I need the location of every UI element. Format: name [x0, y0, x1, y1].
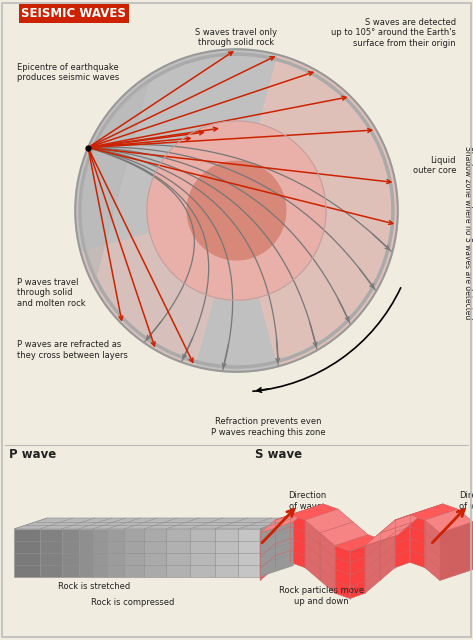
Polygon shape [290, 504, 338, 520]
Polygon shape [365, 533, 380, 593]
Polygon shape [82, 84, 148, 276]
Polygon shape [335, 535, 383, 551]
Polygon shape [320, 522, 368, 546]
Polygon shape [395, 515, 410, 568]
Text: Epicentre of earthquake
produces seismic waves: Epicentre of earthquake produces seismic… [17, 63, 119, 82]
Polygon shape [380, 520, 395, 580]
Text: SEISMIC WAVES: SEISMIC WAVES [21, 6, 126, 20]
Text: Rock is stretched: Rock is stretched [59, 582, 131, 591]
Polygon shape [410, 504, 458, 520]
Polygon shape [215, 529, 238, 577]
Polygon shape [144, 529, 166, 577]
Polygon shape [380, 509, 428, 533]
Polygon shape [260, 518, 293, 577]
Circle shape [75, 49, 398, 372]
Text: P waves travel
through solid
and molten rock: P waves travel through solid and molten … [17, 278, 86, 308]
Text: P waves are refracted as
they cross between layers: P waves are refracted as they cross betw… [17, 340, 128, 360]
Circle shape [187, 161, 286, 260]
Polygon shape [260, 520, 275, 580]
Text: Liquid
outer core: Liquid outer core [412, 156, 456, 175]
Polygon shape [14, 518, 293, 529]
Polygon shape [320, 533, 335, 593]
Text: S wave: S wave [255, 447, 303, 461]
Polygon shape [79, 529, 93, 577]
Polygon shape [410, 515, 425, 568]
Polygon shape [440, 522, 473, 580]
Text: Direction
of wave: Direction of wave [459, 492, 473, 511]
Polygon shape [107, 529, 124, 577]
Polygon shape [425, 520, 440, 580]
Polygon shape [238, 529, 260, 577]
Polygon shape [365, 522, 413, 546]
Polygon shape [335, 546, 350, 598]
Text: Rock is compressed: Rock is compressed [91, 598, 174, 607]
Polygon shape [290, 515, 305, 568]
Polygon shape [305, 520, 320, 580]
Polygon shape [124, 529, 144, 577]
Polygon shape [275, 515, 290, 568]
Polygon shape [275, 504, 323, 520]
Wedge shape [81, 211, 236, 366]
Polygon shape [350, 546, 365, 598]
Text: P wave: P wave [9, 447, 57, 461]
Text: Shadow zone where no S waves are detected: Shadow zone where no S waves are detecte… [463, 147, 472, 319]
Polygon shape [260, 509, 308, 533]
Text: Direction
of wave: Direction of wave [289, 492, 327, 511]
Polygon shape [350, 535, 398, 551]
Polygon shape [166, 529, 190, 577]
Polygon shape [93, 529, 107, 577]
Text: S waves travel only
through solid rock: S waves travel only through solid rock [195, 28, 278, 47]
Polygon shape [425, 509, 473, 533]
Text: Refraction prevents even
P waves reaching this zone: Refraction prevents even P waves reachin… [210, 417, 325, 436]
Polygon shape [305, 509, 353, 533]
Polygon shape [14, 529, 40, 577]
Polygon shape [40, 529, 62, 577]
Wedge shape [236, 55, 398, 366]
Polygon shape [62, 529, 79, 577]
Text: Rock particles move
up and down: Rock particles move up and down [279, 586, 364, 606]
Circle shape [147, 121, 326, 300]
Text: S waves are detected
up to 105° around the Earth's
surface from their origin: S waves are detected up to 105° around t… [331, 18, 456, 48]
Polygon shape [395, 504, 443, 520]
Polygon shape [190, 529, 215, 577]
